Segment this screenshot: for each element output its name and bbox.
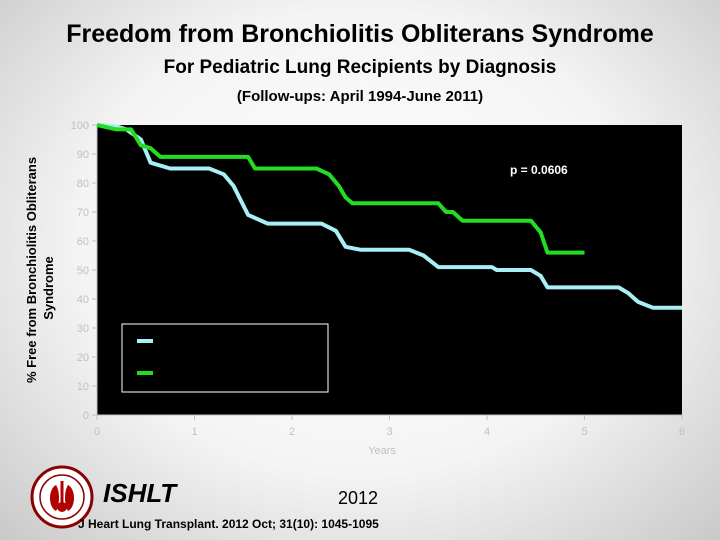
chart-title: Freedom from Bronchiolitis Obliterans Sy… (66, 20, 654, 48)
y-tick-label: 0 (83, 410, 89, 422)
x-tick-label: 6 (679, 426, 685, 438)
y-tick-label: 60 (77, 236, 89, 248)
y-tick-label: 40 (77, 294, 89, 306)
y-tick-label: 90 (77, 149, 89, 161)
y-tick-label: 20 (77, 352, 89, 364)
y-tick-label: 10 (77, 381, 89, 393)
x-tick-label: 0 (94, 426, 100, 438)
report-year: 2012 (338, 488, 379, 508)
chart-subtitle: For Pediatric Lung Recipients by Diagnos… (163, 57, 557, 78)
x-tick-label: 3 (386, 426, 392, 438)
y-tick-label: 30 (77, 323, 89, 335)
legend-box (121, 323, 329, 393)
followup-note: (Follow-ups: April 1994-June 2011) (236, 88, 484, 105)
org-name: ISHLT (103, 478, 177, 508)
p-value-annotation: p = 0.0606 (510, 163, 568, 177)
y-tick-label: 50 (77, 265, 89, 277)
y-tick-label: 70 (77, 207, 89, 219)
x-tick-label: 5 (581, 426, 587, 438)
ishlt-seal-logo (30, 465, 94, 529)
x-tick-label: 4 (484, 426, 490, 438)
x-axis-label: Years (368, 445, 396, 457)
y-axis-label-line-1: % Free from Bronchiolitis Obliterans (24, 157, 39, 383)
citation: J Heart Lung Transplant. 2012 Oct; 31(10… (78, 517, 379, 531)
y-axis-label-line-2: Syndrome (41, 256, 56, 320)
series-line-2 (96, 123, 585, 255)
y-tick-label: 100 (71, 120, 89, 132)
series-line-1 (96, 123, 682, 310)
y-tick-label: 80 (77, 178, 89, 190)
x-tick-label: 1 (191, 426, 197, 438)
legend (121, 323, 329, 393)
x-tick-label: 2 (289, 426, 295, 438)
